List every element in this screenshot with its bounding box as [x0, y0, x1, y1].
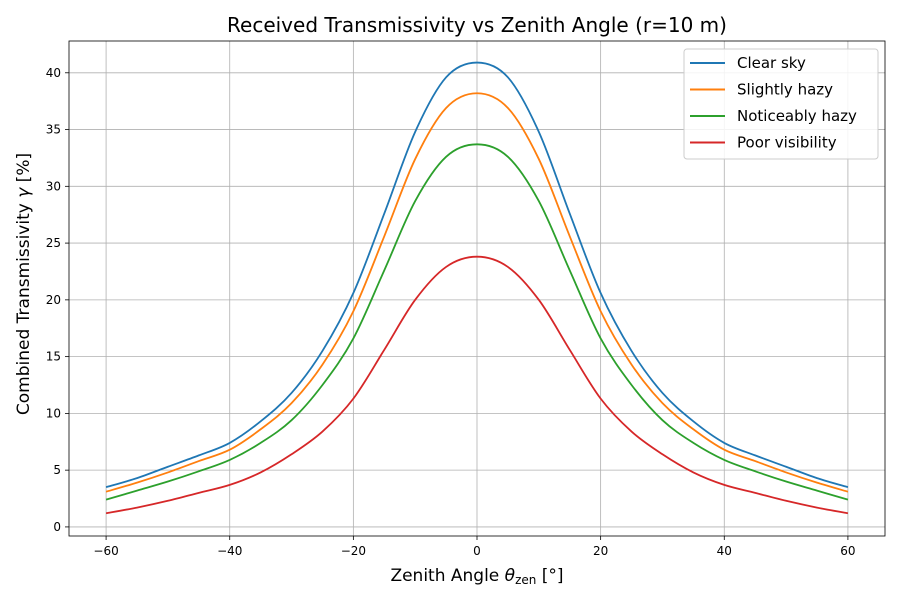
y-tick-label: 35 [46, 123, 61, 137]
y-tick-label: 30 [46, 179, 61, 193]
x-axis-title-symbol: θ [505, 566, 516, 586]
x-axis-title-main: Zenith Angle [390, 566, 504, 586]
x-tick-label: 60 [840, 544, 855, 558]
series-line-noticeably-hazy [105, 143, 849, 501]
chart-title: Received Transmissivity vs Zenith Angle … [227, 13, 727, 37]
x-axis-title: Zenith Angle θzen [°] [390, 566, 563, 587]
series-line-clear-sky [105, 61, 849, 489]
y-axis-title-unit: [%] [14, 153, 34, 188]
y-axis-title-main: Combined Transmissivity [14, 198, 34, 415]
y-tick-label: 40 [46, 66, 61, 80]
legend: Clear sky Slightly hazy Noticeably hazy Poo… [683, 48, 879, 160]
y-tick-label: 25 [46, 236, 61, 250]
x-tick-label: 40 [717, 544, 732, 558]
x-tick-label: −60 [93, 544, 118, 558]
x-tick-label: 0 [473, 544, 481, 558]
ticks: −60 −40 −20 0 20 40 60 0 5 10 15 20 25 30 35 40 [46, 66, 856, 558]
x-tick-label: 20 [593, 544, 608, 558]
series-lines [105, 61, 849, 515]
series-line-poor-visibility [105, 255, 849, 515]
x-axis-title-subscript: zen [515, 573, 536, 587]
series-line-slightly-hazy [105, 92, 849, 493]
y-axis-title: Combined Transmissivity γ [%] [14, 153, 34, 415]
legend-label-clear-sky: Clear sky [737, 54, 806, 72]
x-tick-label: −40 [217, 544, 242, 558]
y-tick-label: 10 [46, 406, 61, 420]
y-tick-label: 15 [46, 350, 61, 364]
legend-label-poor-visibility: Poor visibility [737, 134, 837, 152]
legend-label-noticeably-hazy: Noticeably hazy [737, 107, 857, 125]
legend-box [683, 48, 879, 160]
x-tick-label: −20 [341, 544, 366, 558]
legend-label-slightly-hazy: Slightly hazy [737, 81, 833, 99]
y-tick-label: 5 [53, 463, 61, 477]
y-axis-title-symbol: γ [14, 187, 34, 198]
x-axis-title-unit: [°] [536, 566, 563, 586]
y-tick-label: 0 [53, 520, 61, 534]
grid [69, 41, 885, 536]
y-tick-label: 20 [46, 293, 61, 307]
